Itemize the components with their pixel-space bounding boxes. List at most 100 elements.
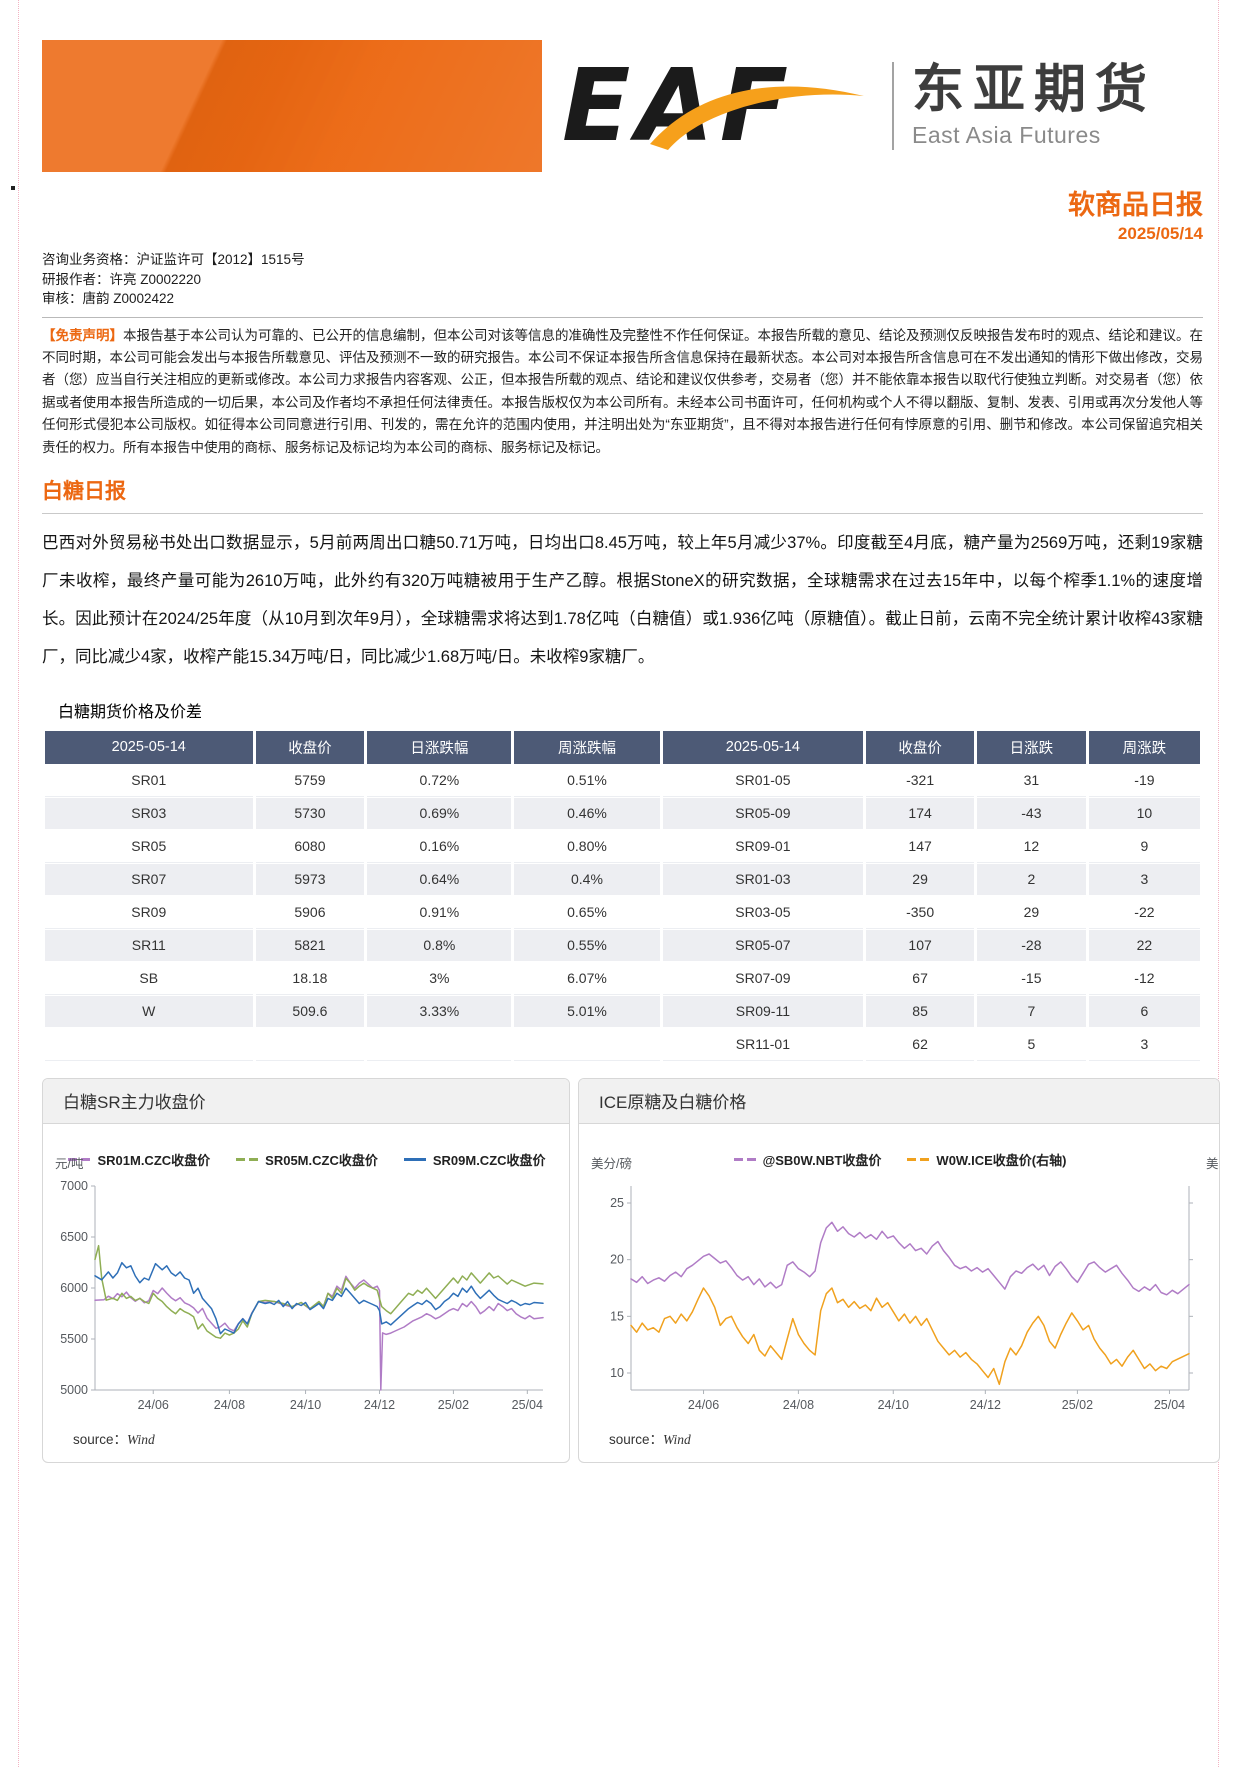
svg-text:5000: 5000 bbox=[60, 1383, 88, 1397]
table-cell: -12 bbox=[1088, 962, 1200, 995]
table-cell: 5730 bbox=[255, 797, 365, 830]
legend-label: SR05M.CZC收盘价 bbox=[265, 1153, 378, 1169]
legend-line-swatch bbox=[403, 1158, 426, 1162]
price-table: 2025-05-14 收盘价 日涨跌幅 周涨跌幅 2025-05-14 收盘价 日涨跌 周涨跌… bbox=[42, 730, 1203, 1062]
disclaimer-text: 本报告基于本公司认为可靠的、已公开的信息编制，但本公司对该等信息的准确性及完整性… bbox=[42, 327, 1203, 455]
table-cell: 0.69% bbox=[367, 797, 512, 830]
eaf-logo-graphic: EAF bbox=[562, 56, 864, 156]
left-chart-legend-row: 元/吨 SR01M.CZC收盘价 SR05M.CZC收盘价 SR09M.CZC收盘价 bbox=[51, 1146, 563, 1172]
table-row: SR03 5730 0.69% 0.46% SR05-09 174 -43 10 bbox=[45, 797, 1200, 830]
table-row: SR09 5906 0.91% 0.65% SR03-05 -350 29 -22 bbox=[45, 896, 1200, 929]
table-cell: 18.18 bbox=[255, 962, 365, 995]
price-table-head-row: 2025-05-14 收盘价 日涨跌幅 周涨跌幅 2025-05-14 收盘价 日涨跌 周涨跌 bbox=[45, 730, 1200, 764]
column-header: 2025-05-14 bbox=[662, 730, 864, 764]
table-cell: 0.55% bbox=[514, 929, 660, 962]
table-cell: 0.46% bbox=[514, 797, 660, 830]
right-chart-unit-right-label: 美分/磅 bbox=[1206, 1156, 1219, 1171]
table-cell: 3 bbox=[1088, 1028, 1200, 1061]
ice-sugar-price-chart: 10 15 20 25 24/06 24/08 24/10 24/12 25/02 25/04 bbox=[610, 1185, 1193, 1412]
source-label: source： bbox=[73, 1431, 128, 1447]
legend-item: SR05M.CZC收盘价 bbox=[236, 1150, 378, 1169]
svg-text:25/02: 25/02 bbox=[1062, 1398, 1093, 1412]
table-cell: SR11 bbox=[45, 929, 253, 962]
table-cell: SR01-05 bbox=[662, 764, 864, 797]
table-cell: SR05-07 bbox=[662, 929, 864, 962]
table-cell: SR09-01 bbox=[662, 830, 864, 863]
table-cell: SR03-05 bbox=[662, 896, 864, 929]
svg-text:24/06: 24/06 bbox=[688, 1398, 719, 1412]
table-cell: 10 bbox=[1088, 797, 1200, 830]
table-cell: SR07 bbox=[45, 863, 253, 896]
left-chart-body: 元/吨 SR01M.CZC收盘价 SR05M.CZC收盘价 SR09M.CZC收盘价… bbox=[43, 1124, 569, 1462]
table-row: SR07 5973 0.64% 0.4% SR01-03 29 2 3 bbox=[45, 863, 1200, 896]
report-title: 软商品日报 bbox=[1068, 190, 1203, 220]
column-header: 日涨跌 bbox=[976, 730, 1086, 764]
table-cell: 85 bbox=[866, 995, 974, 1028]
table-cell: 6.07% bbox=[514, 962, 660, 995]
svg-text:25/02: 25/02 bbox=[438, 1398, 469, 1412]
table-cell: 0.16% bbox=[367, 830, 512, 863]
table-cell: -28 bbox=[976, 929, 1086, 962]
svg-text:24/10: 24/10 bbox=[290, 1398, 321, 1412]
eaf-logo-text: EAF bbox=[562, 56, 794, 156]
table-cell: 3% bbox=[367, 962, 512, 995]
left-chart-legend: SR01M.CZC收盘价 SR05M.CZC收盘价 SR09M.CZC收盘价 bbox=[55, 1148, 558, 1169]
svg-text:5500: 5500 bbox=[60, 1332, 88, 1346]
table-cell: 9 bbox=[1088, 830, 1200, 863]
price-table-title: 白糖期货价格及价差 bbox=[58, 703, 203, 721]
table-cell: 0.64% bbox=[367, 863, 512, 896]
table-cell bbox=[45, 1028, 253, 1061]
table-cell: 0.91% bbox=[367, 896, 512, 929]
table-cell: SR09-11 bbox=[662, 995, 864, 1028]
table-cell bbox=[367, 1028, 512, 1061]
table-cell: SR09 bbox=[45, 896, 253, 929]
legend-line-swatch bbox=[907, 1158, 930, 1162]
table-cell: 6080 bbox=[255, 830, 365, 863]
reviewer-line: 审核：唐韵 Z0002422 bbox=[42, 291, 175, 307]
svg-text:24/12: 24/12 bbox=[970, 1398, 1001, 1412]
table-cell: SR05 bbox=[45, 830, 253, 863]
svg-text:6000: 6000 bbox=[60, 1281, 88, 1295]
table-cell: 107 bbox=[866, 929, 974, 962]
table-cell: 5.01% bbox=[514, 995, 660, 1028]
report-meta: 咨询业务资格：沪证监许可【2012】1515号 研报作者：许亮 Z0002220… bbox=[42, 250, 1203, 309]
table-cell: 7 bbox=[976, 995, 1086, 1028]
header: EAF 东亚期货 East Asia Futures bbox=[42, 40, 1203, 172]
table-cell: 62 bbox=[866, 1028, 974, 1061]
logo-swoosh-icon bbox=[650, 86, 864, 150]
table-cell: SR01 bbox=[45, 764, 253, 797]
table-cell: 31 bbox=[976, 764, 1086, 797]
column-header: 收盘价 bbox=[255, 730, 365, 764]
svg-text:20: 20 bbox=[610, 1253, 624, 1267]
svg-text:6500: 6500 bbox=[60, 1230, 88, 1244]
price-table-body: SR01 5759 0.72% 0.51% SR01-05 -321 31 -19 SR03 57… bbox=[45, 764, 1200, 1061]
ice-sugar-price-panel: ICE原糖及白糖价格 美分/磅 @SB0W.NBT收盘价 W0W.ICE收盘价(右… bbox=[578, 1077, 1220, 1463]
table-cell: 0.51% bbox=[514, 764, 660, 797]
sr-close-price-panel: 白糖SR主力收盘价 元/吨 SR01M.CZC收盘价 SR05M.CZC收盘价 SR… bbox=[42, 1077, 570, 1463]
table-row: W 509.6 3.33% 5.01% SR09-11 85 7 6 bbox=[45, 995, 1200, 1028]
svg-text:24/08: 24/08 bbox=[214, 1398, 245, 1412]
svg-text:10: 10 bbox=[610, 1366, 624, 1380]
table-cell: SR03 bbox=[45, 797, 253, 830]
table-cell: -22 bbox=[1088, 896, 1200, 929]
column-header: 日涨跌幅 bbox=[367, 730, 512, 764]
table-cell: SB bbox=[45, 962, 253, 995]
right-chart-title: ICE原糖及白糖价格 bbox=[579, 1078, 1219, 1124]
table-cell: SR11-01 bbox=[662, 1028, 864, 1061]
table-cell: 0.4% bbox=[514, 863, 660, 896]
table-cell bbox=[514, 1028, 660, 1061]
sr-close-price-chart: 5000 5500 6000 6500 7000 24/06 24/08 24/10 24/12… bbox=[60, 1179, 544, 1412]
table-cell: 5 bbox=[976, 1028, 1086, 1061]
table-cell: 67 bbox=[866, 962, 974, 995]
section-heading: 白糖日报 bbox=[42, 475, 1203, 514]
right-chart-source: source：Wind bbox=[587, 1420, 1213, 1458]
right-chart-legend: @SB0W.NBT收盘价 W0W.ICE收盘价(右轴) bbox=[721, 1148, 1080, 1169]
source-label: source： bbox=[609, 1431, 664, 1447]
right-chart-legend-row: 美分/磅 @SB0W.NBT收盘价 W0W.ICE收盘价(右轴) 美分/磅 bbox=[587, 1146, 1219, 1172]
brand-block: 东亚期货 East Asia Futures bbox=[912, 63, 1156, 149]
page-dot-mark bbox=[11, 186, 15, 190]
source-value: Wind bbox=[663, 1431, 691, 1447]
table-cell: 3 bbox=[1088, 863, 1200, 896]
table-cell: 509.6 bbox=[255, 995, 365, 1028]
